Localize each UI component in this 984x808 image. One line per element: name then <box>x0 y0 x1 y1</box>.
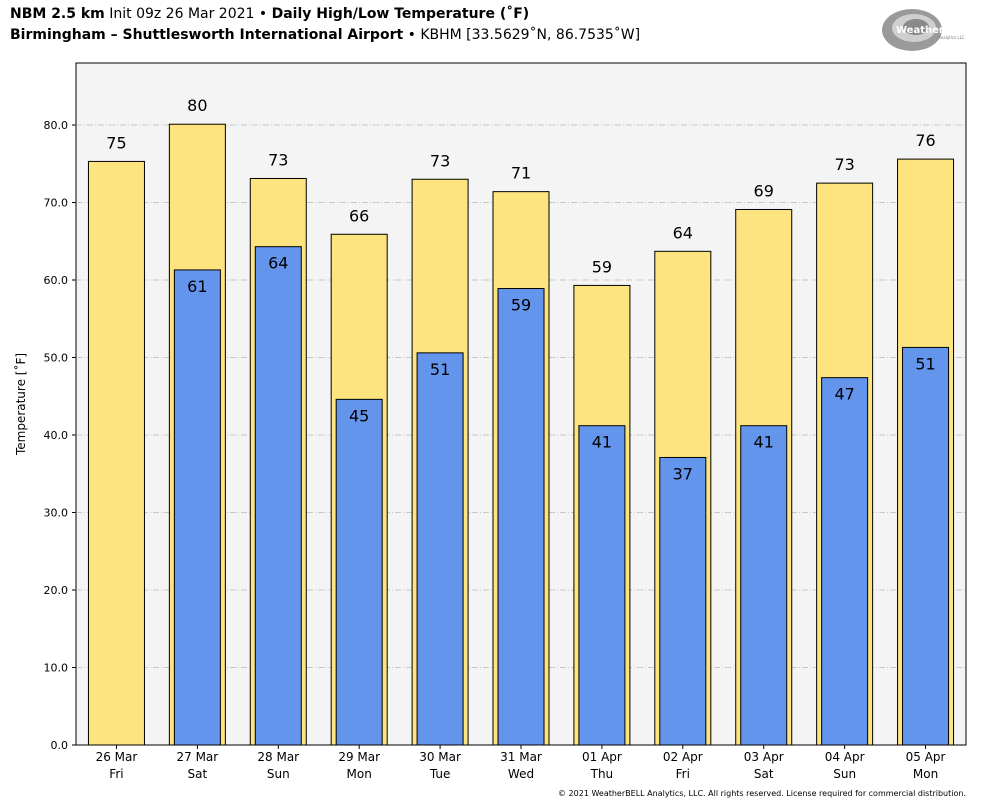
x-tick-label-date: 03 Apr <box>744 750 784 764</box>
low-temp-label: 61 <box>187 277 207 296</box>
low-temp-label: 51 <box>915 354 935 373</box>
high-temp-bar <box>816 182 874 746</box>
high-temp-bar <box>735 208 793 746</box>
separator: • <box>258 6 268 22</box>
product-name: Daily High/Low Temperature (˚F) <box>271 6 530 22</box>
low-temp-bar <box>416 352 464 746</box>
x-tick-label-date: 29 Mar <box>338 750 380 764</box>
init-time: Init 09z 26 Mar 2021 <box>109 6 255 22</box>
low-temp-label: 41 <box>592 433 612 452</box>
gridlines <box>76 124 966 668</box>
x-tick-label-day: Mon <box>347 767 372 781</box>
x-tick-label-date: 04 Apr <box>825 750 865 764</box>
x-tick-label-date: 26 Mar <box>96 750 138 764</box>
y-tick-label: 60.0 <box>44 274 69 287</box>
copyright-notice: © 2021 WeatherBELL Analytics, LLC. All r… <box>558 789 966 798</box>
high-temp-label: 75 <box>106 133 126 152</box>
y-tick-label: 80.0 <box>44 119 69 132</box>
high-temp-label: 73 <box>268 150 288 169</box>
y-axis: 0.0 10.0 20.0 30.0 40.0 50.0 60.0 70.0 80.0 <box>44 119 76 752</box>
x-tick-label-date: 05 Apr <box>906 750 946 764</box>
y-tick-label: 10.0 <box>44 662 69 675</box>
high-temp-bar <box>492 191 550 746</box>
low-temp-bar <box>740 425 788 746</box>
high-temp-label: 73 <box>430 151 450 170</box>
y-tick-label: 50.0 <box>44 352 69 365</box>
x-tick-label-day: Thu <box>590 767 614 781</box>
x-tick-label-day: Sat <box>754 767 774 781</box>
logo-text: WeatherBELL <box>896 25 970 36</box>
y-tick-label: 40.0 <box>44 429 69 442</box>
low-temp-label: 45 <box>349 406 369 425</box>
chart-subtitle: Birmingham – Shuttlesworth International… <box>10 27 640 43</box>
high-temp-bar <box>87 160 145 746</box>
x-axis: 26 Mar Fri 27 Mar Sat 28 Mar Sun 29 Mar Mon 30 M… <box>96 745 946 781</box>
x-tick-label-day: Sat <box>188 767 208 781</box>
x-tick-label-date: 28 Mar <box>257 750 299 764</box>
x-tick-label-date: 31 Mar <box>500 750 542 764</box>
high-temp-label: 71 <box>511 164 531 183</box>
x-tick-label-date: 27 Mar <box>176 750 218 764</box>
x-tick-label-date: 30 Mar <box>419 750 461 764</box>
high-temp-bar <box>654 250 712 746</box>
low-temp-bar <box>902 346 950 746</box>
chart-title: NBM 2.5 km Init 09z 26 Mar 2021 • Daily … <box>10 6 529 22</box>
high-temp-label: 73 <box>834 155 854 174</box>
low-temp-label: 59 <box>511 296 531 315</box>
high-temp-bar <box>897 158 955 746</box>
low-temp-bar <box>497 288 545 746</box>
high-temp-bar <box>411 178 469 746</box>
x-tick-label-date: 01 Apr <box>582 750 622 764</box>
low-temp-label: 64 <box>268 254 288 273</box>
x-tick-label-day: Fri <box>109 767 123 781</box>
high-temp-label: 80 <box>187 96 207 115</box>
x-tick-label-day: Mon <box>913 767 938 781</box>
logo-subtext: Analytics LLC <box>938 35 965 40</box>
low-temp-bar <box>335 398 383 746</box>
low-temp-bar <box>659 456 707 746</box>
x-tick-label-day: Fri <box>676 767 690 781</box>
low-temp-label: 41 <box>754 433 774 452</box>
station-info: KBHM [33.5629˚N, 86.7535˚W] <box>420 27 641 43</box>
low-temp-label: 47 <box>834 385 854 404</box>
x-tick-label-day: Tue <box>429 767 451 781</box>
high-temp-label: 59 <box>592 257 612 276</box>
y-tick-label: 0.0 <box>51 739 69 752</box>
high-temp-bar <box>573 284 631 746</box>
low-temp-bar <box>173 269 221 746</box>
y-axis-label: Temperature [˚F] <box>13 353 28 456</box>
y-tick-label: 70.0 <box>44 197 69 210</box>
high-temp-bar <box>330 233 388 746</box>
low-temp-bar <box>254 246 302 746</box>
weatherbell-logo: WeatherBELL Analytics LLC <box>882 9 970 51</box>
x-tick-label-day: Sun <box>267 767 290 781</box>
high-temp-bar <box>249 177 307 746</box>
x-tick-label-date: 02 Apr <box>663 750 703 764</box>
high-temp-label: 69 <box>754 181 774 200</box>
high-temp-label: 66 <box>349 206 369 225</box>
separator: • <box>407 27 416 43</box>
y-tick-label: 30.0 <box>44 507 69 520</box>
low-temp-label: 37 <box>673 464 693 483</box>
high-temp-bar <box>168 123 226 746</box>
high-temp-label: 64 <box>673 223 693 242</box>
location-name: Birmingham – Shuttlesworth International… <box>10 27 404 43</box>
x-tick-label-day: Sun <box>833 767 856 781</box>
x-tick-label-day: Wed <box>508 767 534 781</box>
high-temp-label: 76 <box>915 131 935 150</box>
plot-area <box>75 62 967 746</box>
bars: 75 80 61 73 64 66 45 73 51 71 59 59 41 64 37 69 41 73 47 76… <box>87 96 955 746</box>
model-name: NBM 2.5 km <box>10 6 105 22</box>
low-temp-bar <box>821 377 869 746</box>
low-temp-bar <box>578 425 626 746</box>
low-temp-label: 51 <box>430 360 450 379</box>
y-tick-label: 20.0 <box>44 584 69 597</box>
